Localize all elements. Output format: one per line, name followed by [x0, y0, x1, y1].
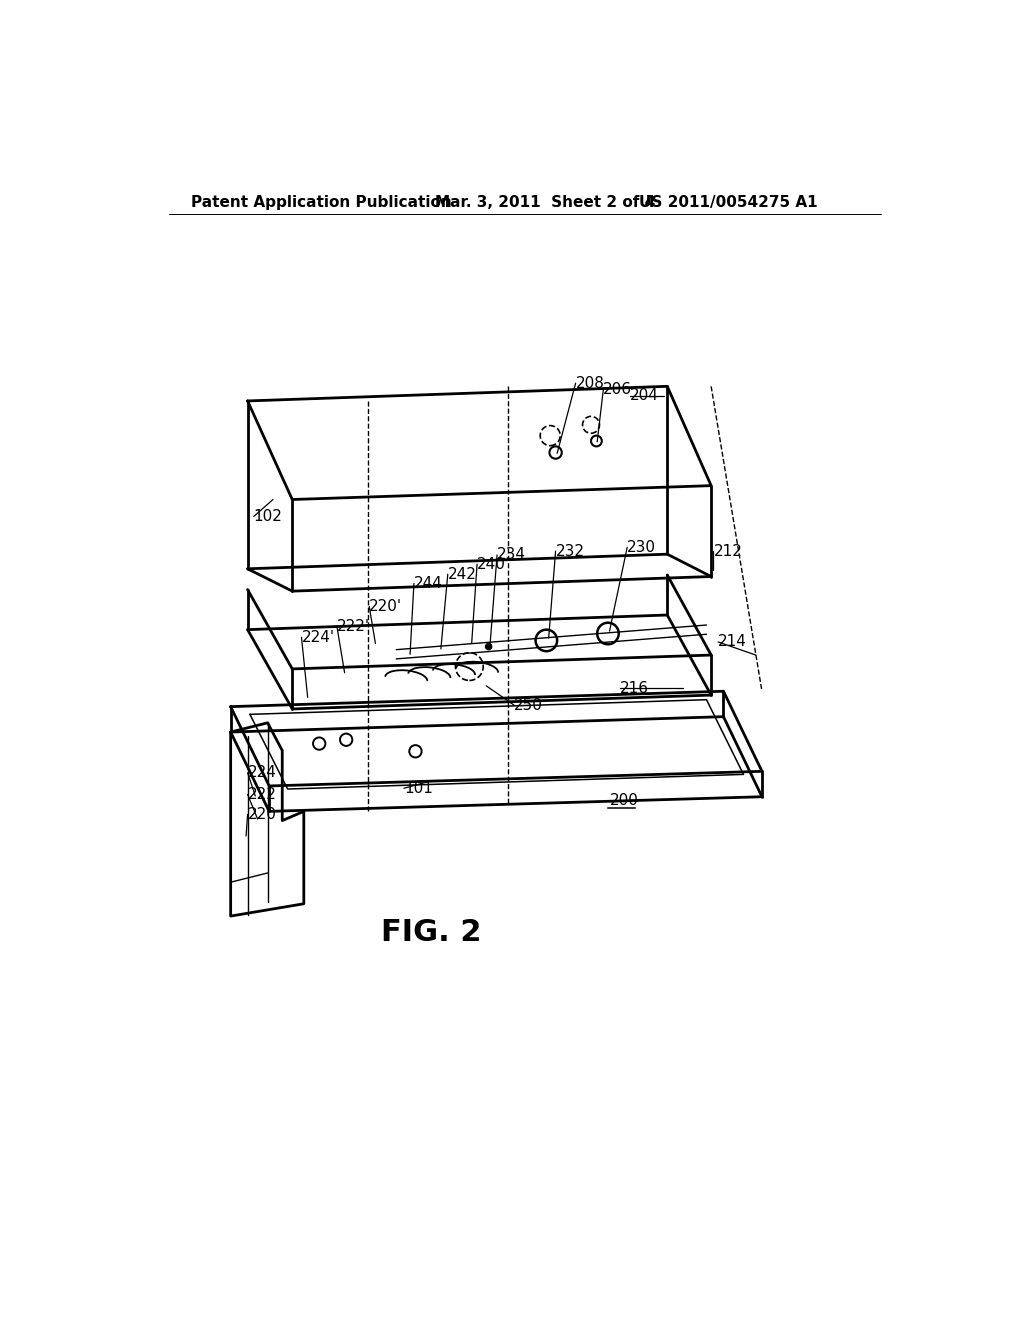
Circle shape — [550, 446, 562, 459]
Circle shape — [410, 744, 422, 758]
Text: 200: 200 — [609, 793, 638, 808]
Text: 101: 101 — [403, 780, 433, 796]
Text: 240: 240 — [477, 557, 506, 572]
Text: 222': 222' — [337, 619, 370, 634]
Text: 204: 204 — [630, 388, 658, 403]
Text: 234: 234 — [497, 548, 526, 562]
Text: 214: 214 — [718, 635, 746, 649]
Text: 220: 220 — [248, 807, 276, 822]
Text: 244: 244 — [414, 576, 442, 591]
Text: 232: 232 — [556, 544, 585, 558]
Text: US 2011/0054275 A1: US 2011/0054275 A1 — [639, 195, 817, 210]
Text: 224': 224' — [301, 630, 335, 645]
Text: 250: 250 — [514, 697, 543, 713]
Text: Patent Application Publication: Patent Application Publication — [190, 195, 452, 210]
Circle shape — [536, 630, 557, 651]
Text: Mar. 3, 2011  Sheet 2 of 4: Mar. 3, 2011 Sheet 2 of 4 — [435, 195, 655, 210]
Circle shape — [485, 644, 492, 649]
Text: 208: 208 — [575, 376, 604, 391]
Text: 222: 222 — [248, 787, 276, 803]
Text: 230: 230 — [628, 540, 656, 554]
Text: FIG. 2: FIG. 2 — [381, 917, 481, 946]
Text: 242: 242 — [447, 566, 477, 582]
Text: 220': 220' — [370, 599, 402, 614]
Text: 224: 224 — [248, 766, 276, 780]
Text: 206: 206 — [603, 381, 633, 397]
Text: 212: 212 — [714, 544, 742, 558]
Circle shape — [313, 738, 326, 750]
Text: 216: 216 — [620, 681, 648, 696]
Circle shape — [591, 436, 602, 446]
Circle shape — [597, 623, 618, 644]
Circle shape — [340, 734, 352, 746]
Text: 102: 102 — [254, 510, 283, 524]
